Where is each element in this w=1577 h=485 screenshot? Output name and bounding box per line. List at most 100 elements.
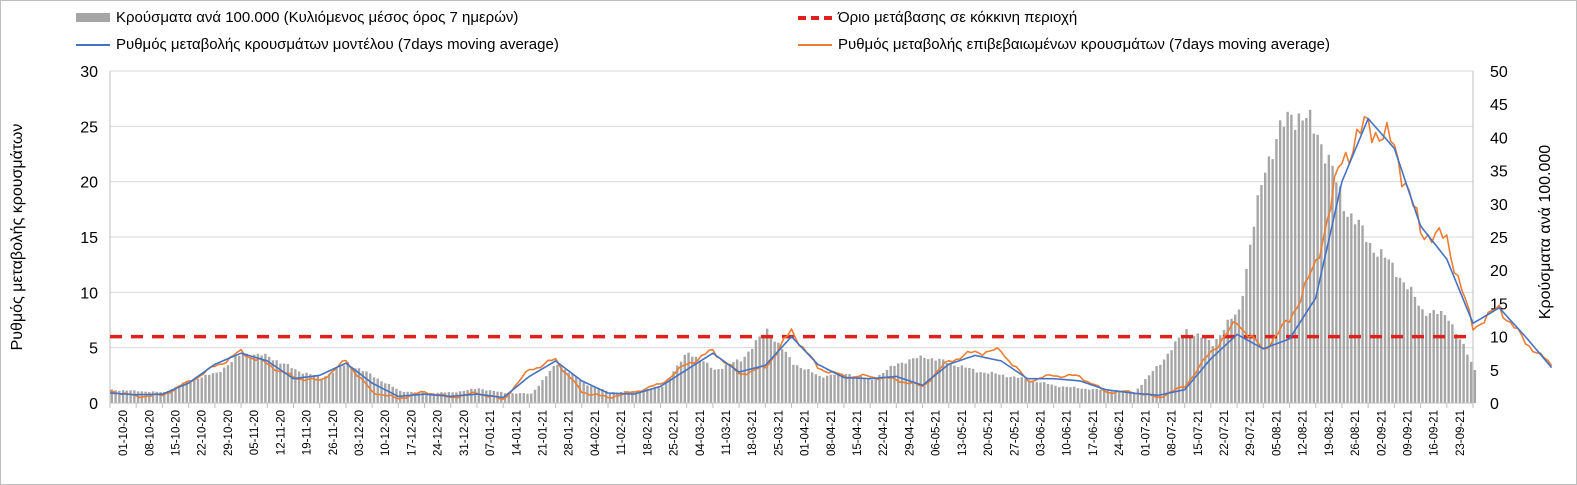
bar — [275, 360, 278, 403]
x-tick-label: 26-11-20 — [328, 410, 340, 455]
bar — [305, 372, 308, 403]
bar — [810, 372, 814, 403]
bar — [425, 393, 428, 403]
bar — [1211, 346, 1214, 403]
x-tick-label: 25-02-21 — [669, 410, 681, 456]
bar — [1260, 185, 1263, 403]
bar — [432, 393, 436, 403]
bar — [736, 359, 739, 403]
bar — [462, 390, 466, 403]
bar — [979, 372, 982, 403]
bar — [267, 356, 271, 403]
bar — [1406, 289, 1409, 403]
bar — [204, 374, 207, 403]
bar — [1451, 324, 1454, 403]
bar — [556, 364, 559, 403]
bar — [616, 392, 619, 403]
x-tick-label: 10-12-20 — [380, 410, 392, 456]
bar — [1009, 376, 1012, 403]
bar — [211, 373, 215, 403]
bar — [526, 393, 529, 403]
bar — [354, 368, 357, 403]
bar — [185, 380, 188, 403]
bar — [990, 371, 994, 403]
bar — [234, 356, 237, 403]
bar — [324, 376, 327, 403]
legend-item-threshold: Όριο μετάβασης σε κόκκινη περιοχή — [798, 9, 1077, 26]
bar — [1219, 335, 1222, 403]
bar — [279, 363, 282, 403]
bar — [1454, 333, 1458, 403]
bar — [1076, 388, 1080, 403]
bar — [1256, 195, 1259, 403]
x-tick-label: 08-10-20 — [144, 410, 156, 456]
bar — [511, 393, 514, 403]
bar — [470, 388, 473, 403]
bar — [166, 391, 170, 403]
bar — [174, 386, 177, 403]
bar — [709, 367, 713, 403]
bar — [1365, 242, 1368, 403]
bar — [683, 354, 686, 403]
bar — [773, 341, 776, 403]
bar — [350, 366, 353, 403]
bar — [1181, 335, 1185, 403]
x-tick-label: 18-02-21 — [642, 410, 654, 456]
bar — [1204, 337, 1207, 403]
bar — [316, 375, 320, 403]
bar — [1001, 374, 1005, 403]
bar — [361, 371, 364, 403]
bar — [1192, 335, 1196, 403]
bar — [1293, 129, 1297, 404]
bar — [1166, 353, 1170, 403]
bar — [713, 369, 716, 403]
bar — [1058, 387, 1061, 403]
bar — [1136, 388, 1140, 403]
bar — [1278, 120, 1282, 403]
bar — [1380, 249, 1383, 403]
bar — [384, 383, 387, 403]
bar — [1383, 257, 1387, 403]
bar — [829, 374, 833, 403]
x-tick-label: 28-01-21 — [564, 410, 576, 456]
bar — [1361, 225, 1364, 403]
bar — [1147, 375, 1151, 403]
bar — [661, 386, 664, 403]
bar — [848, 374, 851, 403]
bar — [893, 366, 896, 403]
bar — [1207, 339, 1211, 403]
bar — [245, 353, 248, 403]
bar — [560, 366, 563, 403]
bar — [1046, 383, 1050, 403]
bar — [1129, 392, 1132, 403]
bar — [994, 373, 997, 403]
legend-label-threshold: Όριο μετάβασης σε κόκκινη περιοχή — [838, 9, 1078, 26]
x-tick-label: 23-09-21 — [1455, 410, 1467, 456]
bar — [548, 371, 552, 403]
bar — [1469, 361, 1473, 403]
y-right-tick-label: 45 — [1490, 97, 1508, 114]
bar — [1395, 276, 1398, 403]
bar — [571, 373, 574, 403]
bar — [923, 357, 926, 403]
y-right-axis-title: Κρούσματα ανά 100.000 — [1537, 145, 1554, 319]
bar — [1061, 386, 1065, 403]
bar — [200, 377, 203, 403]
x-tick-label: 24-12-20 — [433, 410, 445, 456]
bar — [1050, 384, 1053, 403]
bar — [945, 362, 949, 403]
bar — [541, 380, 544, 403]
bar — [657, 387, 660, 403]
bar — [387, 383, 391, 403]
x-tick-label: 18-03-21 — [747, 410, 759, 456]
bar — [1069, 387, 1072, 403]
bar — [1080, 388, 1083, 403]
bar — [1222, 330, 1226, 403]
bar — [743, 356, 746, 403]
x-tick-label: 19-11-20 — [302, 410, 314, 455]
bar — [698, 360, 701, 403]
legend-item-bars: Κρούσματα ανά 100.000 (Κυλιόμενος μέσος … — [76, 9, 518, 26]
bar — [1121, 391, 1125, 403]
bar — [574, 376, 578, 403]
bar — [1271, 159, 1274, 403]
